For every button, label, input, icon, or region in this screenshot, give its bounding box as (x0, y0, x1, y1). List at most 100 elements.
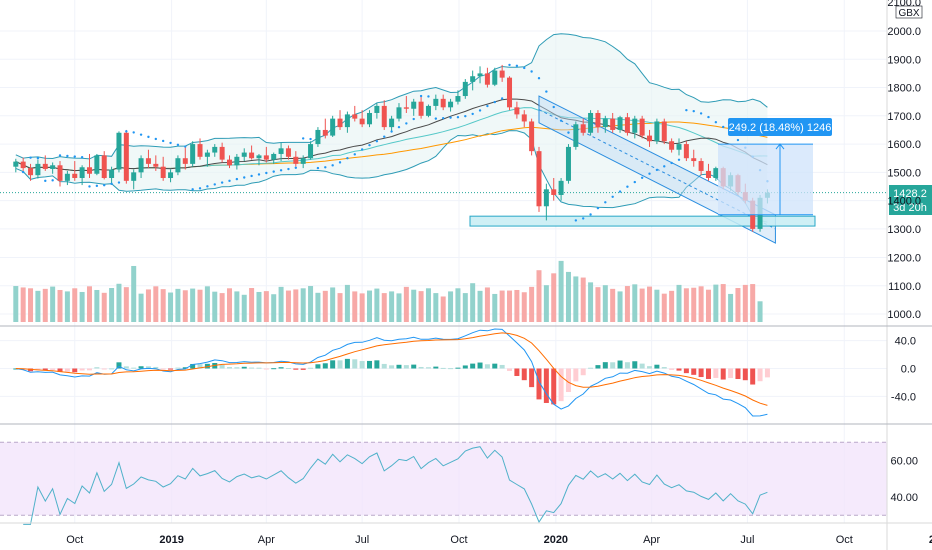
macd-histogram-bar (602, 362, 608, 369)
support-zone-rect[interactable] (469, 215, 816, 227)
rsi-tick-label: 60.00 (890, 456, 918, 468)
sar-dot (331, 164, 334, 167)
macd-line (15, 328, 768, 417)
sar-dot (515, 64, 519, 68)
macd-histogram-bar (271, 368, 277, 370)
candle-body (470, 76, 476, 82)
last-price-badge[interactable] (889, 185, 932, 215)
sar-dot (176, 143, 180, 146)
time-axis-label: Jul (740, 534, 754, 546)
volume-bar (610, 288, 616, 322)
volume-bar (300, 288, 306, 322)
sar-dot (243, 176, 246, 179)
sar-dot (486, 104, 489, 108)
sar-dot (21, 170, 25, 174)
macd-histogram-bar (757, 368, 763, 382)
time-axis-label: Apr (258, 534, 275, 546)
macd-histogram-bar (381, 363, 387, 369)
sar-dot (736, 138, 740, 142)
volume-bar (337, 293, 343, 322)
candle-body (418, 101, 424, 116)
volume-bar (403, 286, 409, 322)
candle-body (241, 152, 247, 157)
support-zone[interactable] (469, 215, 816, 227)
volume-bar (742, 284, 748, 322)
macd-histogram-bar (116, 362, 122, 369)
sar-dot (184, 145, 187, 148)
sar-dot (117, 181, 121, 184)
macd-histogram-bar (396, 364, 402, 369)
candle-body (344, 114, 350, 128)
candle-body (300, 158, 306, 164)
volume-bar (750, 284, 756, 322)
macd-histogram-bar (433, 366, 439, 369)
macd-histogram-bar (344, 358, 350, 369)
volume-bar (455, 288, 461, 322)
time-axis-label: Apr (643, 534, 660, 546)
rsi-line (23, 446, 768, 525)
volume-bar (285, 290, 291, 322)
measure-label-badge[interactable] (728, 118, 832, 136)
macd-histogram-bar (580, 368, 586, 376)
macd-tick-label: 40.0 (895, 336, 916, 348)
candle-body (381, 105, 387, 128)
sar-dot (618, 190, 622, 193)
macd-tick-label: -40.0 (891, 391, 916, 403)
volume-bar (691, 287, 697, 322)
rsi-band-fill (0, 442, 887, 516)
macd-histogram-bar (123, 366, 129, 369)
candle-body (639, 118, 645, 136)
candle-body (168, 172, 174, 179)
macd-histogram-bar (50, 368, 56, 370)
sar-dot (567, 131, 570, 134)
candle-body (683, 144, 689, 159)
candle-body (521, 114, 527, 122)
sar-dot (604, 201, 607, 204)
volume-bar (440, 296, 446, 322)
volume-bar (79, 291, 85, 322)
sar-dot (301, 137, 305, 140)
macd-histogram-bar (256, 367, 262, 369)
macd-histogram-bar (448, 368, 454, 370)
candle-body (79, 167, 85, 179)
candle-body (160, 166, 166, 179)
candle-body (256, 155, 262, 159)
macd-histogram-bar (359, 361, 365, 369)
sar-dot (44, 179, 47, 183)
volume-bar (182, 290, 188, 322)
volume-bar (94, 289, 100, 322)
macd-histogram-bar (610, 362, 616, 369)
candle-body (352, 114, 358, 119)
volume-bar (28, 288, 34, 322)
volume-bar (683, 288, 689, 322)
candle-body (219, 146, 225, 160)
price-axis-top-label: 2100.0 (887, 0, 921, 9)
sar-dot (383, 135, 386, 138)
sar-dot (139, 133, 143, 136)
volume-bar (558, 260, 564, 322)
candle-body (64, 173, 70, 181)
sar-dot (206, 185, 209, 188)
currency-badge (895, 5, 923, 19)
macd-histogram-bar (72, 368, 78, 373)
sar-dot (36, 156, 40, 160)
volume-bar (477, 290, 483, 322)
sar-dot (161, 139, 165, 143)
sar-dot (147, 135, 150, 139)
sar-dot (324, 166, 327, 169)
sar-dot (73, 155, 76, 158)
measure-tool[interactable]: 249.2 (18.48%) 1246 (718, 118, 832, 216)
candle-body (484, 73, 490, 85)
sar-dot (670, 161, 673, 165)
sar-dot (294, 166, 298, 169)
candle-body (543, 189, 549, 207)
candle-body (13, 161, 19, 167)
sar-dot (80, 156, 84, 159)
candle-body (462, 81, 468, 97)
macd-histogram-bar (322, 363, 328, 369)
macd-histogram-bar (676, 368, 682, 371)
candle-body (676, 144, 682, 150)
volume-bar (123, 287, 129, 322)
sar-dot (545, 90, 548, 93)
